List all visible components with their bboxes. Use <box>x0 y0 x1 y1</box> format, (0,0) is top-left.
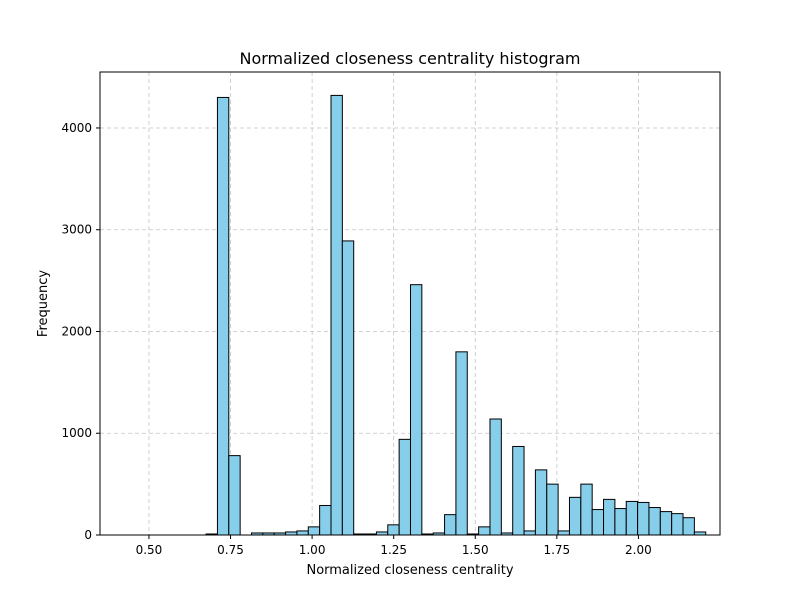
y-axis-label: Frequency <box>36 270 51 337</box>
y-tick-label: 3000 <box>61 223 92 237</box>
histogram-bar <box>546 483 559 536</box>
x-tick-label: 1.50 <box>462 543 489 557</box>
histogram-bar <box>216 96 230 536</box>
x-tick-label: 2.00 <box>625 543 652 557</box>
histogram-bar <box>478 526 491 536</box>
histogram-bar <box>296 530 309 536</box>
histogram-bar <box>512 445 525 536</box>
ticks-layer: 0.50 0.75 1.00 1.25 1.50 1.75 2.00 0 1000 2000 300… <box>61 121 651 557</box>
histogram-bar <box>591 509 605 536</box>
x-tick-label: 1.75 <box>543 543 570 557</box>
histogram-bar <box>671 513 684 536</box>
histogram-bar <box>534 469 548 536</box>
histogram-bar <box>659 511 673 536</box>
y-tick-label: 2000 <box>61 324 92 338</box>
x-tick-label: 1.25 <box>380 543 407 557</box>
y-tick-label: 1000 <box>61 426 92 440</box>
histogram-bar <box>682 517 695 536</box>
histogram-bar <box>523 530 536 536</box>
chart-title: Normalized closeness centrality histogra… <box>239 49 580 68</box>
histogram-bar <box>228 455 241 536</box>
histogram-bar <box>557 530 570 536</box>
histogram-bar <box>614 508 627 536</box>
x-tick-label: 1.00 <box>299 543 326 557</box>
histogram-bar <box>330 94 343 536</box>
histogram-bar <box>489 418 502 536</box>
histogram-bar <box>319 504 332 536</box>
y-tick-label: 4000 <box>61 121 92 135</box>
histogram-bar <box>307 526 321 536</box>
histogram-bar <box>603 498 616 536</box>
histogram-bar <box>625 500 639 536</box>
histogram-bar <box>409 284 423 536</box>
histogram-bar <box>341 240 355 536</box>
plot-frame <box>99 71 721 536</box>
histogram-bar <box>387 524 400 536</box>
bars-layer <box>205 94 707 536</box>
histogram-bar <box>648 507 661 536</box>
histogram-bar <box>398 438 411 536</box>
histogram-bar <box>580 483 593 536</box>
histogram-bar <box>568 496 582 536</box>
x-axis-label: Normalized closeness centrality <box>306 563 513 578</box>
x-tick-label: 0.50 <box>136 543 163 557</box>
histogram-bar <box>444 514 457 536</box>
y-tick-label: 0 <box>84 528 92 542</box>
histogram-bar <box>637 501 650 536</box>
x-tick-label: 0.75 <box>217 543 244 557</box>
histogram-bar <box>455 351 468 536</box>
